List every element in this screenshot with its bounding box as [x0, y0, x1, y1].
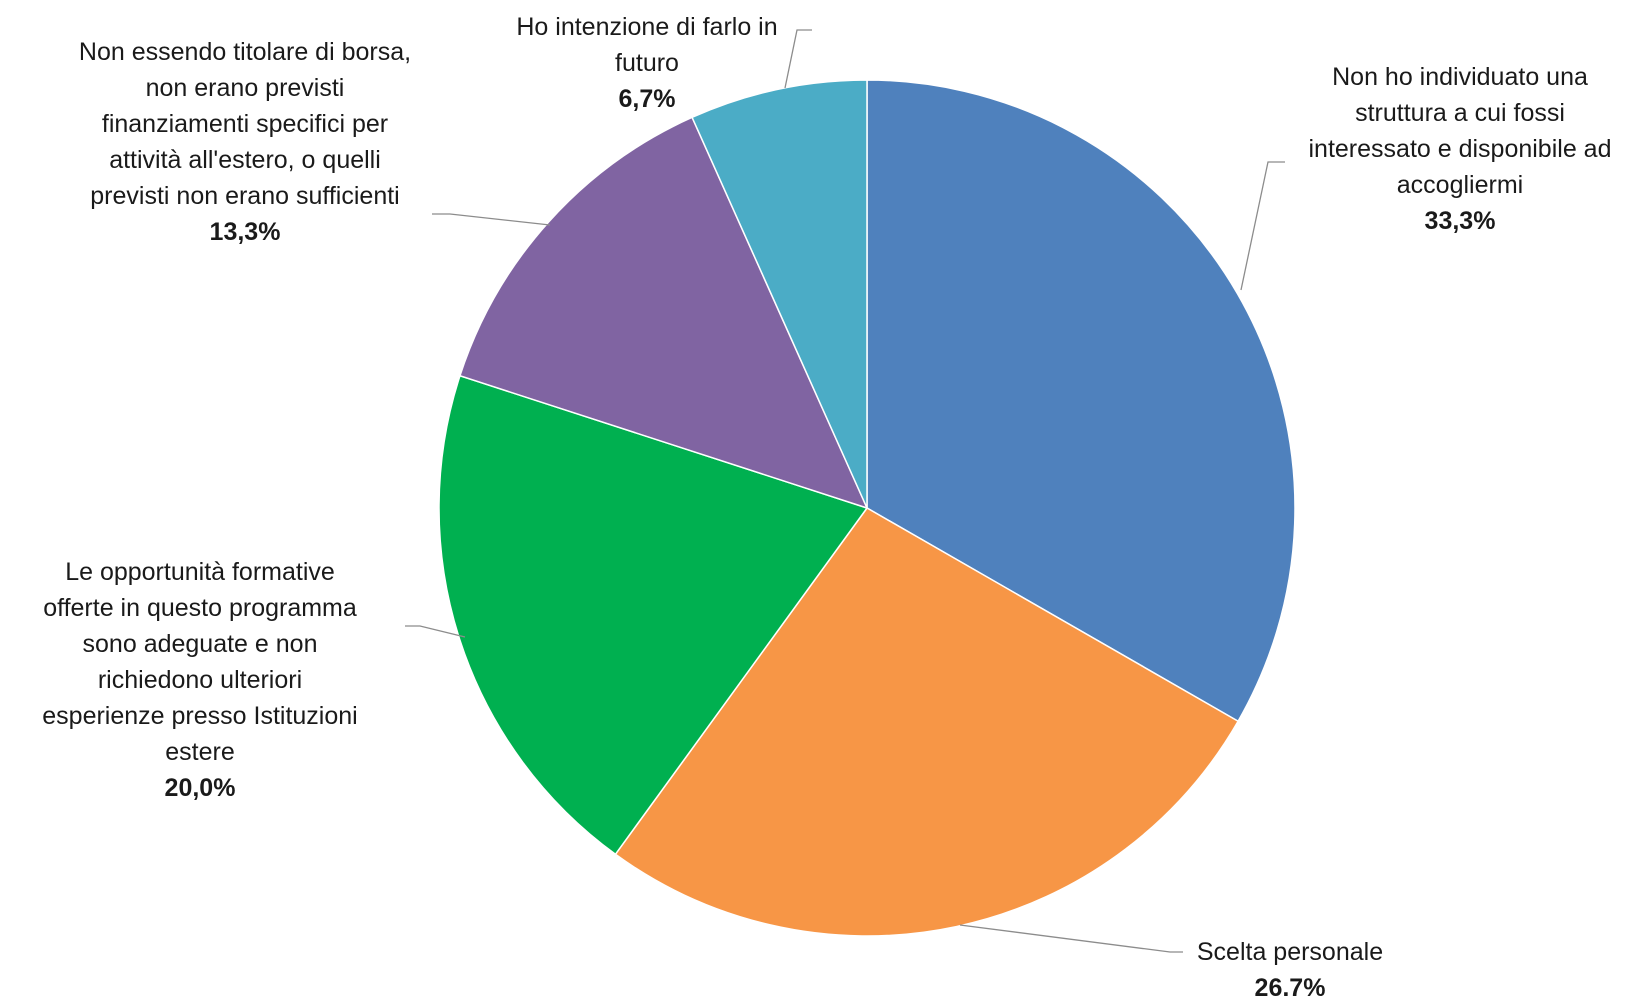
slice-label-line: Scelta personale	[1197, 938, 1383, 966]
slice-label-line: non erano previsti	[146, 74, 345, 102]
slice-value-label-5: 6,7%	[619, 85, 676, 113]
slice-label-line: attività all'estero, o quelli	[109, 146, 381, 174]
slice-label-line: struttura a cui fossi	[1355, 99, 1565, 127]
slice-label-2: Scelta personale 26,7%	[1197, 938, 1383, 996]
leader-line-3	[405, 625, 466, 638]
slice-label-line: Non ho individuato una	[1332, 63, 1588, 91]
slice-label-line: interessato e disponibile ad	[1309, 135, 1612, 163]
slice-label-line: offerte in questo programma	[43, 594, 357, 622]
slice-label-line: esperienze presso Istituzioni	[42, 702, 357, 730]
slice-label-line: richiedono ulteriori	[98, 666, 302, 694]
slice-value-label-2: 26,7%	[1255, 974, 1326, 996]
slice-label-line: sono adeguate e non	[83, 630, 318, 658]
pie-slice-5	[691, 79, 868, 509]
leader-line-5	[784, 29, 812, 89]
leader-line-1	[1240, 161, 1285, 291]
slice-value-label-3: 20,0%	[165, 774, 236, 802]
slice-label-5: Ho intenzione di farlo in futuro 6,7%	[516, 13, 777, 113]
slice-label-4: Non essendo titolare di borsa, non erano …	[79, 38, 411, 246]
slice-value-label-4: 13,3%	[210, 218, 281, 246]
slice-label-line: accogliermi	[1397, 171, 1523, 199]
leader-line-2	[959, 924, 1183, 953]
pie-slice-1	[866, 79, 1296, 723]
slice-label-1: Non ho individuato una struttura a cui fo…	[1309, 63, 1612, 235]
leader-line-4	[432, 213, 551, 226]
slice-label-3: Le opportunità formative offerte in quest…	[42, 558, 357, 802]
slice-label-line: futuro	[615, 49, 679, 77]
pie-slice-2	[614, 507, 1240, 937]
slice-label-line: finanziamenti specifici per	[102, 110, 388, 138]
pie-slice-4	[459, 116, 869, 510]
slice-label-line: Non essendo titolare di borsa,	[79, 38, 411, 66]
slice-value-label-1: 33,3%	[1425, 207, 1496, 235]
slice-label-line: previsti non erano sufficienti	[90, 182, 399, 210]
slice-label-line: estere	[165, 738, 234, 766]
slice-label-line: Le opportunità formative	[65, 558, 335, 586]
slice-label-line: Ho intenzione di farlo in	[516, 13, 777, 41]
pie-slice-3	[438, 374, 869, 856]
